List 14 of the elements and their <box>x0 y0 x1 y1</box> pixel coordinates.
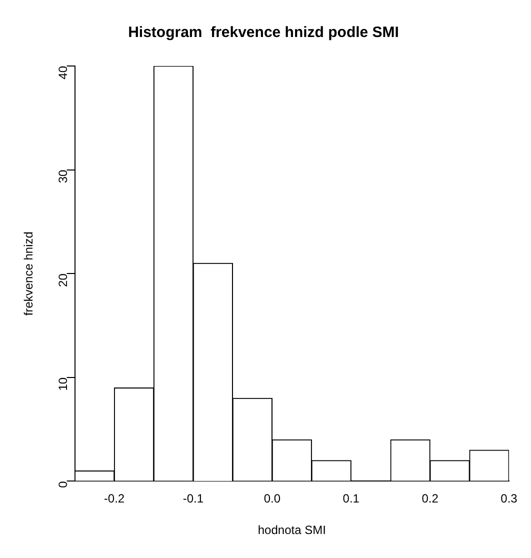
y-tick-label: 10 <box>56 377 70 391</box>
x-tick-label: 0.3 <box>500 492 518 506</box>
x-tick-label: -0.2 <box>104 492 125 506</box>
x-tick-label: -0.1 <box>182 492 204 506</box>
y-axis-title: frekvence hnizd <box>22 232 36 316</box>
y-tick-label: 20 <box>56 273 70 287</box>
y-tick-label: 30 <box>56 169 70 184</box>
y-tick-label: 0 <box>56 480 70 488</box>
x-tick-label: 0.1 <box>342 492 360 506</box>
x-tick-label: 0.2 <box>422 492 439 506</box>
chart-title: Histogram frekvence hnizd podle SMI <box>128 24 399 42</box>
x-axis-title: hodnota SMI <box>258 523 326 538</box>
y-tick-label: 40 <box>56 66 70 80</box>
x-tick-label: 0.0 <box>264 492 281 506</box>
